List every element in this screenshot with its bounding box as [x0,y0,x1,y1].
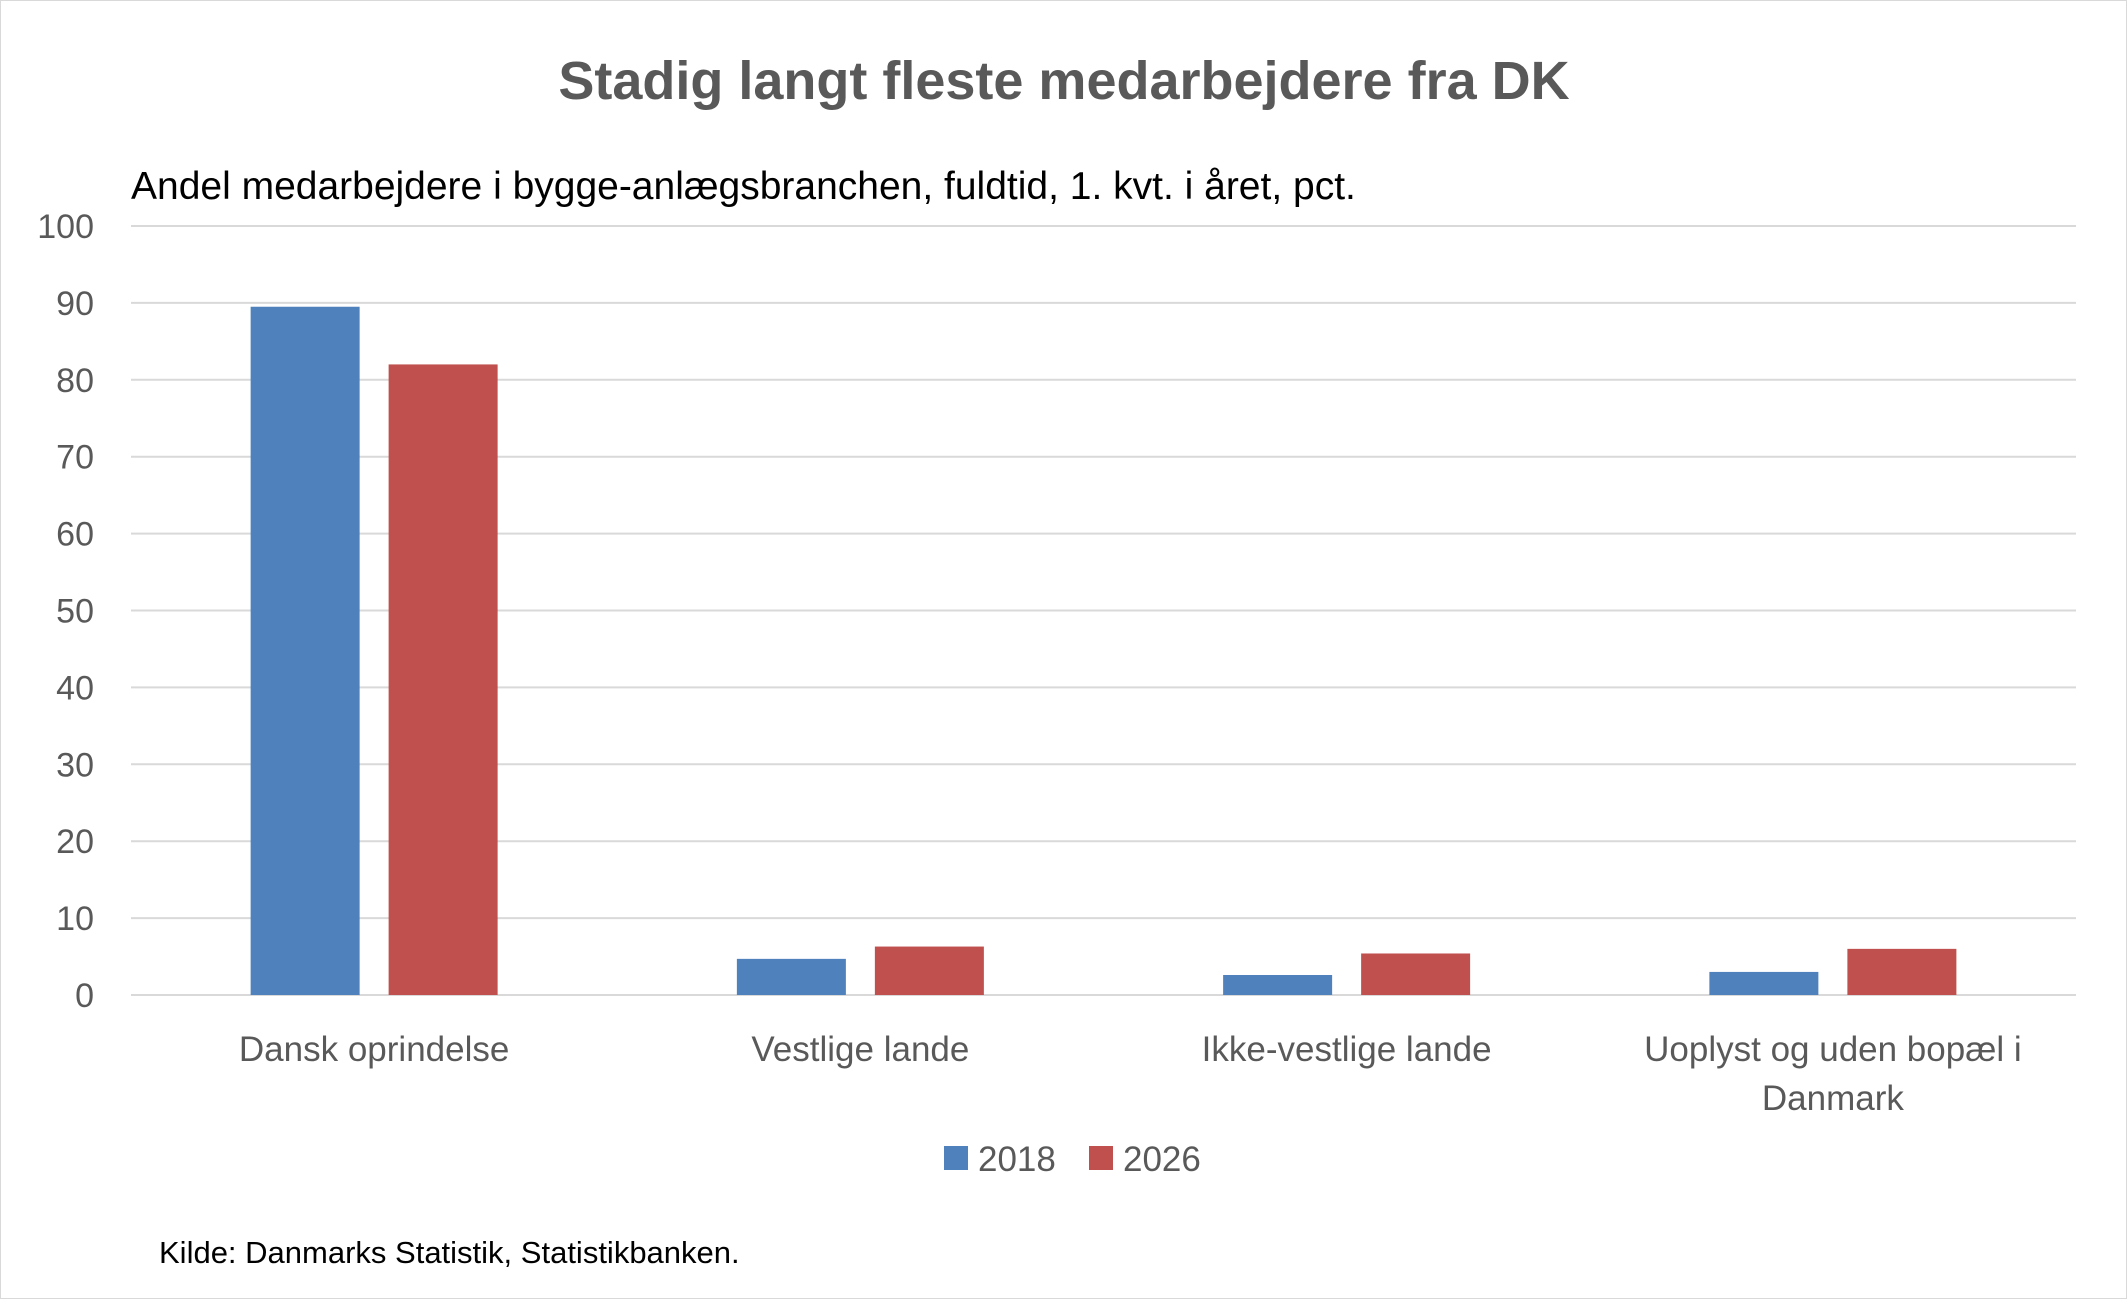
x-category-label: Danmark [1762,1079,1904,1118]
bar-2026-0 [388,364,498,995]
bar-2018-2 [1223,975,1333,995]
x-axis-labels: Dansk oprindelse Vestlige lande Ikke-vestl… [239,1030,2022,1118]
bar-2018-3 [1709,971,1819,995]
y-tick-label: 70 [56,439,94,477]
x-category-label: Ikke-vestlige lande [1202,1030,1492,1069]
legend-swatch-2018 [944,1146,968,1170]
bar-2026-2 [1361,953,1471,995]
x-category-label: Dansk oprindelse [239,1030,509,1069]
legend-label-2026: 2026 [1123,1140,1201,1179]
y-tick-label: 100 [37,208,94,246]
y-tick-label: 0 [75,977,94,1015]
bar-2026-1 [874,946,984,995]
bars [250,306,1957,995]
y-tick-label: 40 [56,669,94,707]
source-note: Kilde: Danmarks Statistik, Statistikbank… [159,1235,740,1270]
y-axis-ticks: 0 10 20 30 40 50 60 70 80 90 100 [37,208,94,1015]
x-category-label: Vestlige lande [751,1030,969,1069]
legend-label-2018: 2018 [978,1140,1056,1179]
chart-title: Stadig langt fleste medarbejdere fra DK [558,51,1569,111]
legend: 2018 2026 [944,1140,1201,1179]
y-tick-label: 60 [56,516,94,554]
y-tick-label: 90 [56,285,94,323]
y-tick-label: 30 [56,746,94,784]
bar-2018-0 [250,306,360,995]
y-tick-label: 80 [56,362,94,400]
y-tick-label: 10 [56,900,94,938]
y-tick-label: 20 [56,823,94,861]
bar-2026-3 [1847,948,1957,995]
legend-swatch-2026 [1089,1146,1113,1170]
bar-2018-1 [736,958,846,995]
y-tick-label: 50 [56,593,94,631]
chart-subtitle: Andel medarbejdere i bygge-anlægsbranche… [131,165,1356,208]
x-category-label: Uoplyst og uden bopæl i [1644,1030,2021,1069]
